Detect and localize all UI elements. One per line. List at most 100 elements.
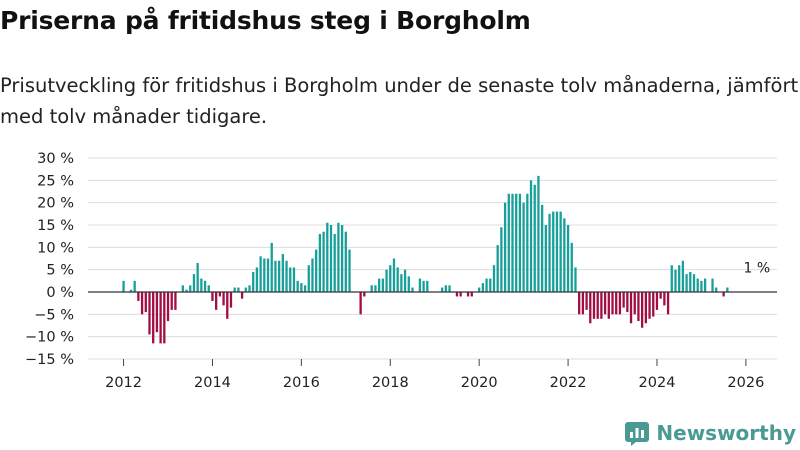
bar — [518, 193, 522, 292]
bar — [396, 267, 399, 292]
bar — [122, 280, 125, 292]
bar — [529, 180, 533, 292]
chart-title: Priserna på fritidshus steg i Borgholm — [0, 6, 531, 35]
bar — [163, 292, 166, 344]
bar — [444, 285, 447, 292]
bar — [144, 292, 147, 313]
bar — [485, 278, 488, 292]
bar — [244, 287, 247, 292]
bar — [700, 280, 703, 292]
last-value-annotation: 1 % — [744, 261, 771, 277]
chart-subtitle: Prisutveckling för fritidshus i Borgholm… — [0, 74, 799, 128]
bar — [281, 254, 284, 292]
bar — [263, 258, 266, 292]
bar — [678, 265, 681, 292]
bar — [581, 292, 585, 315]
bar — [544, 225, 547, 292]
bar — [196, 262, 199, 292]
bar — [181, 285, 184, 292]
bar — [381, 278, 385, 292]
bar — [722, 292, 725, 297]
bar — [652, 292, 655, 317]
bar — [637, 292, 640, 322]
bar — [222, 292, 225, 306]
bar — [322, 231, 325, 292]
x-tick-label: 2022 — [550, 375, 587, 390]
y-tick-label: −15 % — [25, 352, 74, 368]
bar — [359, 292, 362, 315]
bar — [411, 287, 414, 292]
bar — [255, 267, 259, 292]
y-tick-label: 30 % — [37, 151, 74, 167]
bar — [318, 233, 322, 292]
bar — [533, 184, 536, 292]
bar — [615, 292, 618, 315]
y-axis-labels: 30 % 25 % 20 % 15 % 10 % 5 % 0 % −5 % −10 % −15 % — [25, 151, 74, 368]
bar — [715, 287, 718, 292]
bar — [481, 283, 485, 292]
bar — [570, 242, 573, 292]
bar — [507, 193, 510, 292]
bar — [266, 258, 270, 292]
bar — [559, 211, 562, 292]
bar — [640, 292, 644, 328]
bar — [563, 218, 566, 292]
bar — [203, 280, 207, 292]
bar — [600, 292, 603, 319]
bar — [363, 292, 366, 297]
x-tick-label: 2026 — [727, 375, 764, 390]
bar — [692, 274, 696, 292]
bar — [470, 292, 473, 297]
y-tick-label: 20 % — [37, 196, 74, 212]
bar — [148, 292, 151, 335]
bar — [548, 213, 551, 292]
bar — [622, 292, 625, 308]
bar — [274, 260, 277, 292]
bar — [500, 227, 503, 292]
bar — [644, 292, 647, 324]
bar — [237, 287, 240, 292]
bar — [407, 276, 410, 292]
bar — [129, 289, 133, 292]
y-tick-label: 15 % — [37, 218, 74, 234]
bar — [618, 292, 622, 315]
bar — [511, 193, 514, 292]
bar — [659, 292, 662, 299]
x-tick-label: 2016 — [283, 375, 320, 390]
bar — [455, 292, 459, 297]
bar — [218, 292, 222, 297]
bar — [348, 249, 351, 292]
bar — [248, 285, 251, 292]
y-tick-label: 5 % — [46, 263, 74, 279]
bar — [226, 292, 229, 319]
bar — [526, 193, 529, 292]
bar — [289, 267, 292, 292]
bar — [522, 202, 525, 292]
bar — [555, 211, 559, 292]
bar — [681, 260, 685, 292]
bar — [566, 225, 570, 292]
bar — [166, 292, 170, 322]
bar — [574, 267, 577, 292]
bar — [515, 193, 518, 292]
bar — [589, 292, 592, 324]
bar — [189, 285, 192, 292]
bar — [726, 287, 729, 292]
bar — [385, 269, 388, 292]
bar — [663, 292, 666, 306]
bar — [603, 292, 607, 315]
bar — [426, 280, 429, 292]
newsworthy-logo-icon — [625, 422, 650, 446]
bar — [592, 292, 596, 319]
bar — [215, 292, 218, 310]
bar — [703, 278, 707, 292]
bar — [466, 292, 470, 297]
bar — [370, 285, 373, 292]
bar — [607, 292, 610, 319]
bar — [403, 269, 407, 292]
bar — [159, 292, 162, 344]
bar — [448, 285, 451, 292]
bar — [440, 287, 444, 292]
bar — [185, 289, 188, 292]
bar — [633, 292, 636, 315]
